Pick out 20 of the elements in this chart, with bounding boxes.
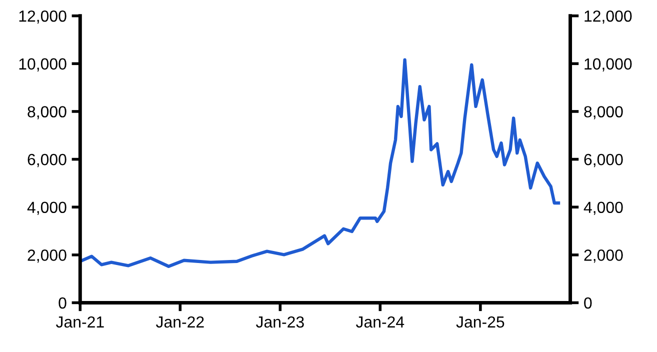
y2-tick-label: 0 (584, 297, 592, 309)
y2-tick-label: 2,000 (584, 250, 623, 263)
y2-tick-label: 8,000 (584, 106, 623, 120)
line-series (80, 58, 560, 268)
y-tick-label: 12,000 (19, 10, 66, 24)
y-tick-label: 8,000 (28, 106, 66, 120)
y-tick-label: 6,000 (28, 154, 66, 168)
y2-tick-label: 4,000 (584, 202, 623, 215)
y2-tick-label: 10,000 (584, 58, 632, 72)
y2-tick-label: 6,000 (584, 154, 623, 168)
x-tick-label: Jan-25 (456, 316, 504, 328)
y-tick-label: 2,000 (28, 250, 66, 263)
y2-tick-label: 12,000 (584, 10, 632, 24)
x-tick-label: Jan-22 (156, 316, 204, 328)
x-tick-label: Jan-23 (256, 316, 304, 328)
x-tick-label: Jan-21 (56, 316, 104, 328)
x-tick-label: Jan-24 (356, 316, 404, 328)
y-tick-label: 10,000 (19, 58, 66, 72)
y-tick-label: 0 (58, 297, 66, 309)
y-tick-label: 4,000 (27, 202, 66, 215)
